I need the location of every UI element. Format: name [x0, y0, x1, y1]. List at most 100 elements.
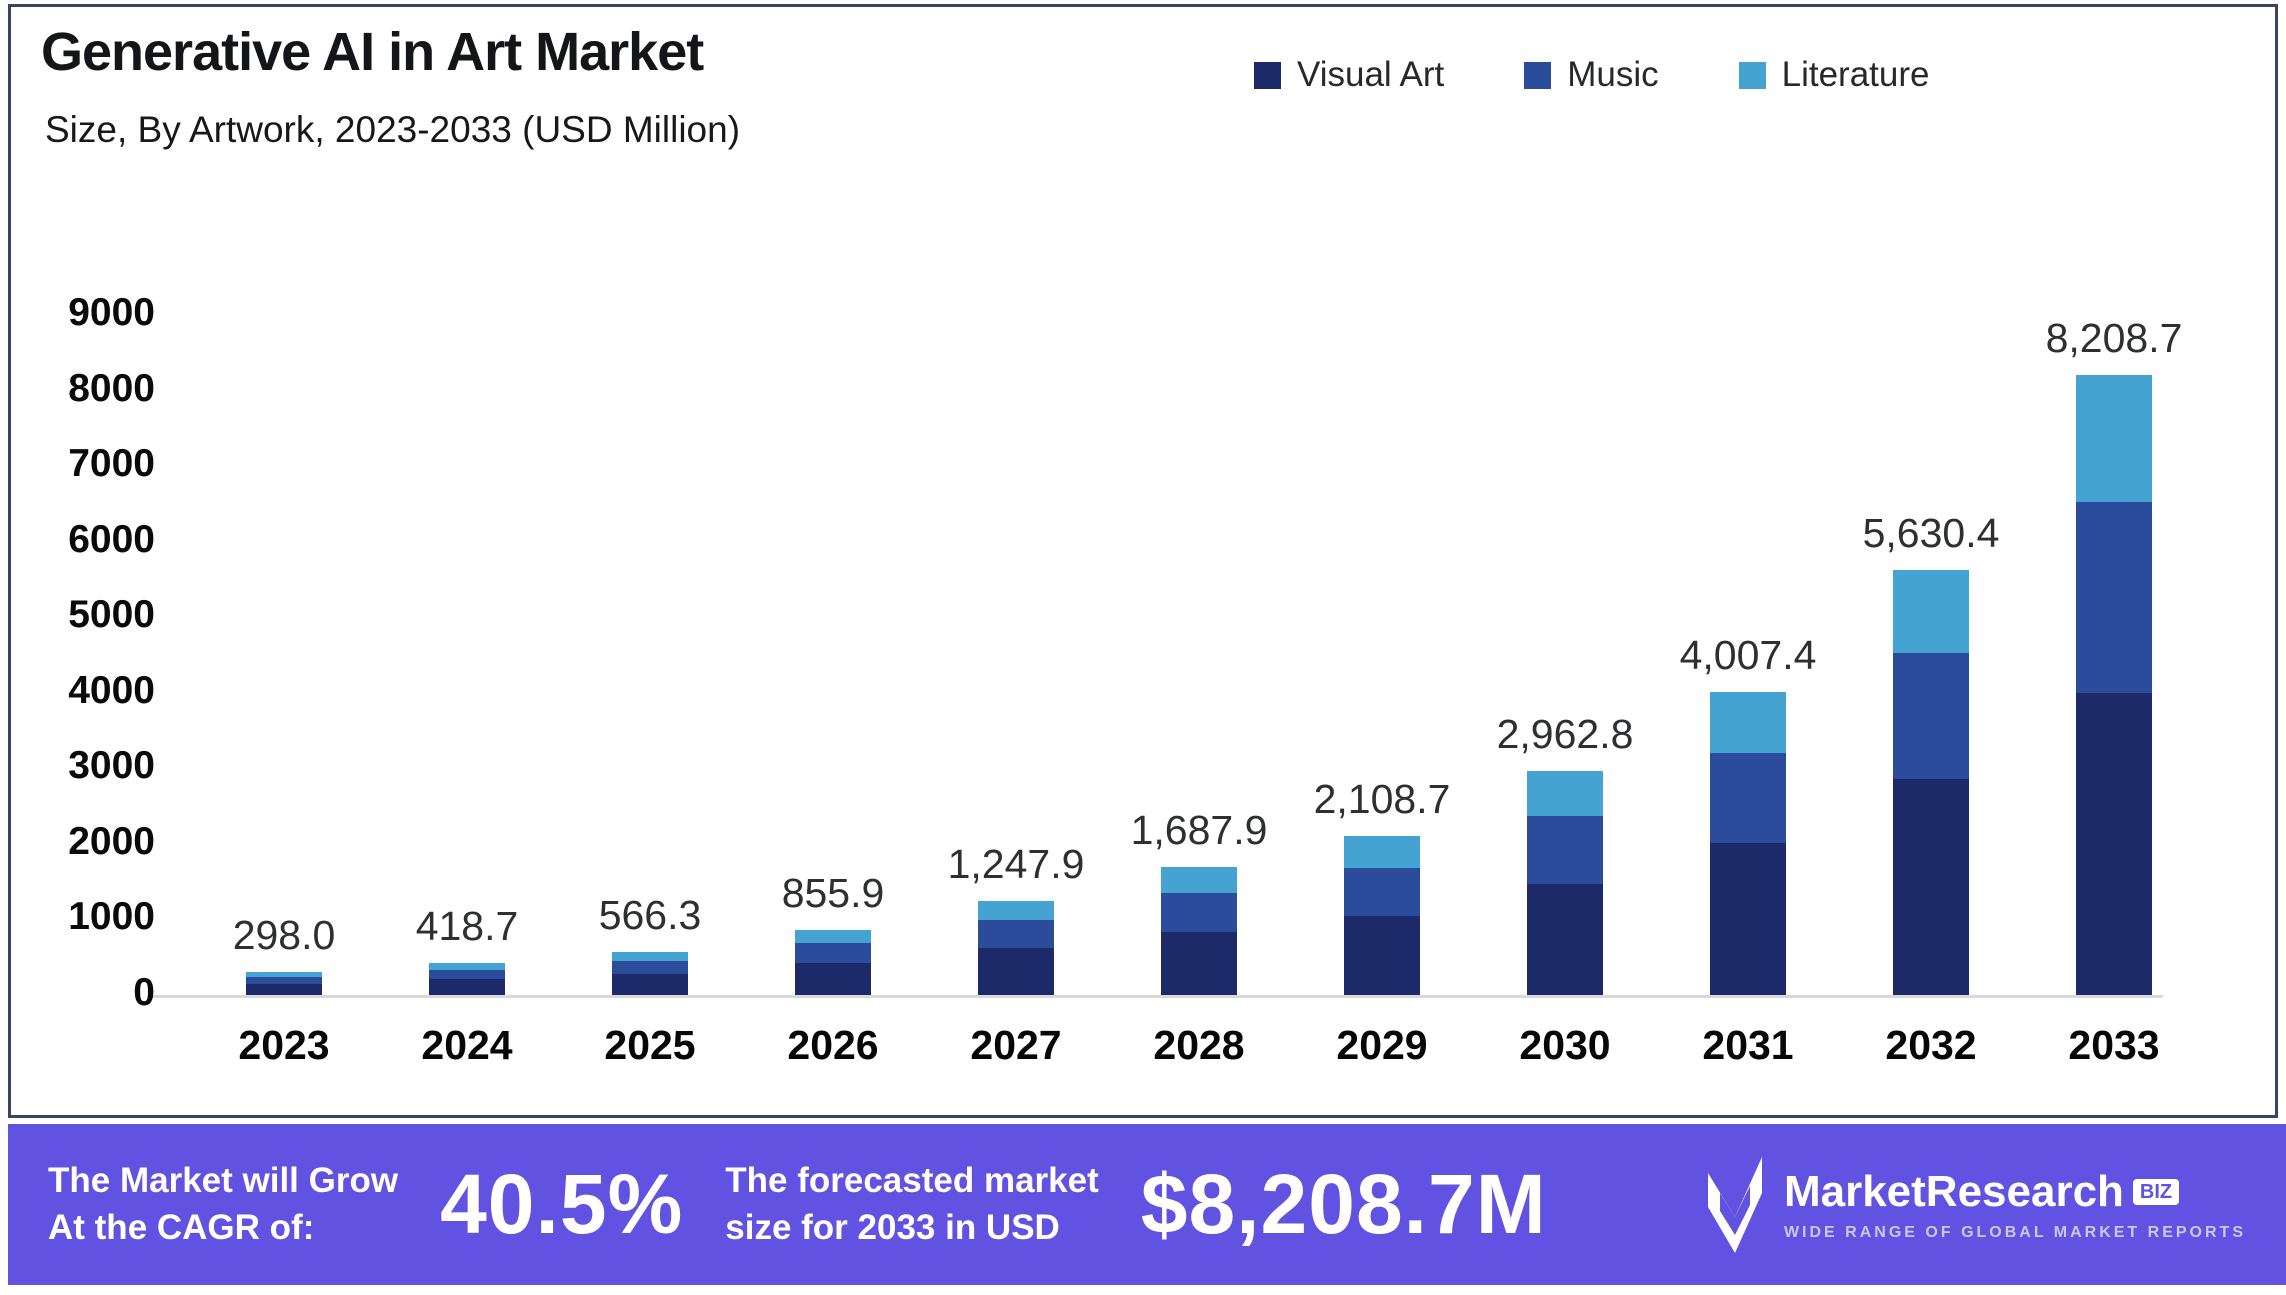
literature-swatch-icon [1738, 61, 1766, 89]
y-tick-label: 0 [133, 971, 155, 1014]
brand-text: MarketResearch BIZ WIDE RANGE OF GLOBAL … [1784, 1167, 2246, 1242]
segment-visual-art [2076, 692, 2152, 995]
forecast-label-line1: The forecasted market [725, 1161, 1099, 1201]
segment-music [2076, 501, 2152, 693]
stacked-bar-2032 [1893, 569, 1969, 995]
bar-value-label: 2,108.7 [1313, 775, 1451, 822]
cagr-label-line2: At the CAGR of: [48, 1207, 315, 1247]
segment-literature [1344, 835, 1420, 868]
x-tick-label: 2029 [1336, 1022, 1428, 1068]
forecast-label: The forecasted market size for 2033 in U… [725, 1158, 1098, 1250]
x-axis-line [150, 995, 2163, 998]
stacked-bar-2023 [246, 972, 322, 995]
y-tick-label: 8000 [68, 366, 155, 410]
x-tick-label: 2030 [1519, 1022, 1611, 1068]
stacked-bar-2030 [1527, 771, 1603, 995]
segment-music [1344, 867, 1420, 916]
legend-item-literature: Literature [1738, 55, 1930, 95]
y-tick-label: 3000 [68, 744, 155, 788]
segment-music [795, 943, 871, 963]
segment-visual-art [246, 983, 322, 995]
segment-visual-art [1527, 884, 1603, 995]
bar-value-label: 1,687.9 [1130, 807, 1268, 854]
segment-literature [612, 952, 688, 961]
y-tick-label: 2000 [68, 819, 155, 863]
bar-value-label: 418.7 [415, 903, 519, 950]
brand-tagline: WIDE RANGE OF GLOBAL MARKET REPORTS [1783, 1224, 2246, 1241]
stacked-bar-2033 [2076, 374, 2152, 995]
bar-value-label: 298.0 [232, 912, 336, 959]
bar-value-label: 5,630.4 [1862, 509, 2000, 556]
segment-visual-art [1344, 915, 1420, 995]
segment-music [246, 977, 322, 984]
segment-music [429, 969, 505, 980]
legend-label: Literature [1781, 55, 1930, 94]
stacked-bar-2031 [1710, 692, 1786, 995]
segment-literature [1710, 692, 1786, 754]
x-tick-label: 2027 [970, 1022, 1062, 1068]
chart-card: Generative AI in Art Market Size, By Art… [8, 4, 2278, 1118]
bar-value-label: 855.9 [781, 870, 885, 917]
forecast-label-line2: size for 2033 in USD [725, 1207, 1060, 1247]
forecast-value: $8,208.7M [1140, 1157, 1547, 1251]
segment-visual-art [429, 979, 505, 995]
bar-value-label: 2,962.8 [1496, 711, 1634, 758]
bar-value-label: 1,247.9 [947, 840, 1085, 887]
segment-literature [1893, 569, 1969, 654]
y-tick-label: 9000 [68, 291, 155, 334]
segment-music [1893, 653, 1969, 780]
brand-name: MarketResearch BIZ [1784, 1167, 2246, 1217]
legend: Visual Art Music Literature [1254, 55, 1930, 95]
x-tick-label: 2031 [1702, 1022, 1794, 1068]
segment-music [1710, 753, 1786, 844]
bar-value-label: 566.3 [598, 892, 702, 939]
y-tick-label: 6000 [68, 517, 155, 561]
segment-music [1161, 893, 1237, 932]
x-tick-label: 2032 [1885, 1022, 1977, 1068]
marketresearch-brand: MarketResearch BIZ WIDE RANGE OF GLOBAL … [1704, 1153, 2246, 1257]
brand-name-text: MarketResearch [1783, 1167, 2124, 1216]
stacked-bar-2026 [795, 930, 871, 995]
page-subtitle: Size, By Artwork, 2023-2033 (USD Million… [45, 109, 741, 150]
legend-item-music: Music [1524, 55, 1659, 95]
segment-music [1527, 816, 1603, 885]
y-tick-label: 1000 [68, 895, 155, 939]
stacked-bar-2027 [978, 900, 1054, 995]
stacked-bar-2028 [1161, 867, 1237, 995]
segment-music [978, 919, 1054, 949]
visual-art-swatch-icon [1254, 61, 1281, 89]
x-tick-label: 2033 [2068, 1022, 2160, 1068]
segment-literature [1527, 771, 1603, 817]
x-tick-label: 2025 [604, 1022, 696, 1068]
segment-literature [795, 930, 871, 944]
cagr-value: 40.5% [440, 1157, 684, 1251]
segment-literature [2076, 374, 2152, 502]
segment-music [612, 960, 688, 974]
segment-literature [429, 963, 505, 970]
segment-visual-art [978, 948, 1054, 995]
x-tick-label: 2024 [421, 1022, 513, 1068]
marketresearch-logo-icon [1707, 1156, 1762, 1253]
y-tick-label: 7000 [68, 442, 155, 486]
cagr-label: The Market will Grow At the CAGR of: [48, 1158, 398, 1250]
segment-visual-art [1893, 779, 1969, 995]
music-swatch-icon [1524, 61, 1552, 89]
segment-literature [246, 972, 322, 978]
x-tick-label: 2028 [1153, 1022, 1245, 1068]
cagr-label-line1: The Market will Grow [48, 1161, 399, 1201]
footer-banner: The Market will Grow At the CAGR of: 40.… [8, 1124, 2286, 1285]
bar-value-label: 4,007.4 [1679, 632, 1817, 679]
segment-visual-art [612, 973, 688, 995]
stacked-bar-2029 [1344, 835, 1420, 995]
segment-literature [1161, 867, 1237, 893]
segment-visual-art [1710, 843, 1786, 995]
bar-value-label: 8,208.7 [2045, 314, 2183, 361]
page-title: Generative AI in Art Market [41, 22, 704, 82]
stacked-bar-2024 [429, 963, 505, 995]
brand-badge: BIZ [2132, 1179, 2180, 1205]
segment-literature [978, 900, 1054, 920]
y-tick-label: 5000 [68, 593, 155, 637]
stacked-bar-2025 [612, 952, 688, 995]
y-tick-label: 4000 [68, 668, 155, 712]
